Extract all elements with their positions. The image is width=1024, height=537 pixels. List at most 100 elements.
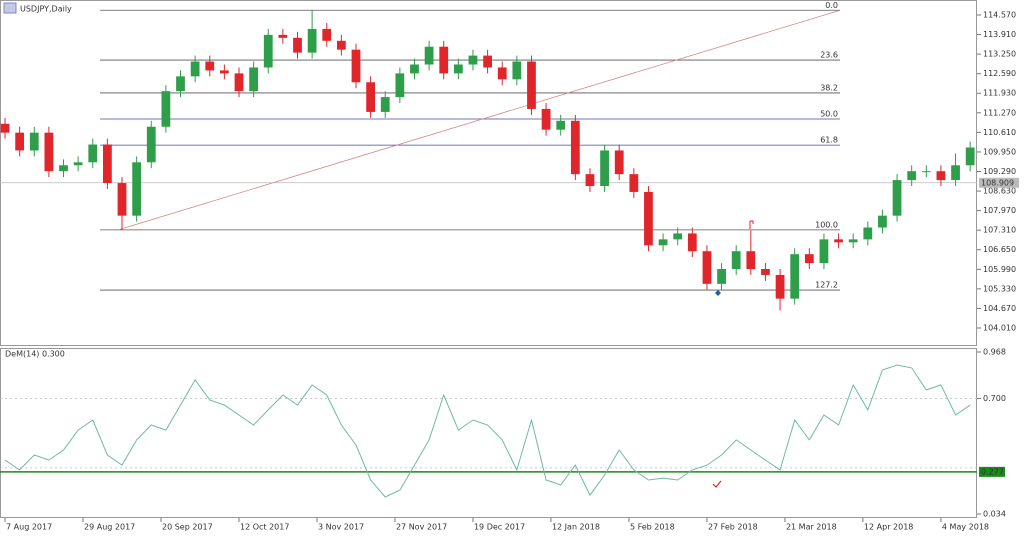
candle-body <box>687 233 697 252</box>
candle-body <box>936 171 946 181</box>
marker-label: 0.277 <box>981 467 1004 476</box>
candle-body <box>263 34 273 68</box>
candle-body <box>541 108 551 130</box>
candle-body <box>673 233 683 240</box>
candle-body <box>190 61 200 77</box>
candle-body <box>951 165 960 181</box>
candle-body <box>439 46 449 74</box>
candle-body <box>614 150 624 175</box>
main-panel <box>0 0 977 346</box>
candle-body <box>644 191 653 246</box>
y-tick-label: 108.630 <box>983 187 1016 196</box>
y-tick-label: 109.290 <box>983 167 1016 176</box>
candle-body <box>410 64 419 74</box>
x-tick-label: 27 Feb 2018 <box>708 523 758 532</box>
x-tick-label: 4 May 2018 <box>942 523 989 532</box>
y-tick-label: 104.010 <box>983 323 1016 332</box>
candle-body <box>761 269 770 275</box>
candle-body <box>336 40 346 50</box>
candle-body <box>746 251 756 270</box>
candle-body <box>249 67 259 92</box>
candle-body <box>819 239 829 264</box>
y-tick-label: 107.310 <box>983 226 1016 235</box>
candle-body <box>132 162 142 216</box>
x-tick-label: 3 Nov 2017 <box>318 523 364 532</box>
candle-body <box>790 254 800 299</box>
candle-body <box>102 144 112 184</box>
y-tick-label: 105.990 <box>983 265 1016 274</box>
x-tick-label: 5 Feb 2018 <box>630 523 675 532</box>
candle-body <box>88 144 98 163</box>
x-tick-label: 21 Mar 2018 <box>786 523 837 532</box>
y-tick-label: 113.910 <box>983 30 1016 39</box>
candle-body <box>848 239 858 243</box>
y-tick-label: 109.950 <box>983 147 1016 156</box>
candle-body <box>351 49 361 83</box>
candle-body <box>161 91 171 127</box>
check-marker <box>712 480 722 488</box>
y-tick-label: 105.330 <box>983 284 1016 293</box>
signal-marker <box>715 290 721 296</box>
fib-label: 23.6 <box>820 51 838 60</box>
y-tick-label: 113.250 <box>983 50 1016 59</box>
fib-label: 61.8 <box>820 136 838 145</box>
y-tick-label: 114.570 <box>983 10 1016 19</box>
candle-body <box>804 254 814 264</box>
fib-label: 0.0 <box>825 1 838 10</box>
candle-body <box>117 183 127 216</box>
candle-body <box>907 171 917 181</box>
x-tick-label: 19 Dec 2017 <box>474 523 525 532</box>
y-tick-label: 107.970 <box>983 206 1016 215</box>
indicator-title: DeM(14) 0.300 <box>5 350 65 359</box>
candle-body <box>892 180 902 216</box>
fib-label: 38.2 <box>820 83 838 92</box>
candle-body <box>29 132 39 151</box>
candle-body <box>497 67 507 80</box>
x-tick-label: 12 Jan 2018 <box>552 523 600 532</box>
candle-body <box>600 150 609 187</box>
last-price-box <box>979 177 1019 188</box>
candle-body <box>921 171 931 173</box>
fib-label: 100.0 <box>815 220 838 229</box>
y-tick-label: 0.034 <box>983 510 1006 519</box>
candle-body <box>44 132 54 172</box>
chart-title: USDJPY,Daily <box>20 5 72 14</box>
y-tick-label: 106.650 <box>983 245 1016 254</box>
candle-body <box>702 251 712 284</box>
candle-body <box>380 97 390 112</box>
candle-body <box>234 73 244 92</box>
candle-body <box>965 147 975 166</box>
y-tick-label: 110.610 <box>983 128 1016 137</box>
symbol-icon <box>3 2 17 14</box>
candle-body <box>73 162 83 166</box>
candle-body <box>731 251 741 270</box>
candle-body <box>629 174 639 192</box>
candle-body <box>219 70 229 74</box>
candle-body <box>0 123 10 133</box>
arrow-marker <box>749 220 754 229</box>
candle-body <box>468 55 478 65</box>
candle-body <box>176 76 185 92</box>
candle-body <box>453 64 463 74</box>
y-tick-label: 104.670 <box>983 304 1016 313</box>
x-tick-label: 29 Aug 2017 <box>84 523 135 532</box>
trend-line <box>117 9 841 231</box>
x-tick-label: 20 Sep 2017 <box>162 523 213 532</box>
candle-body <box>556 120 566 130</box>
candle-body <box>775 274 785 299</box>
candle-body <box>307 28 317 53</box>
x-tick-label: 7 Aug 2017 <box>6 523 52 532</box>
candle-body <box>59 165 68 172</box>
candle-body <box>570 120 580 175</box>
candle-body <box>717 269 726 284</box>
candle-body <box>834 239 843 243</box>
candle-body <box>483 55 492 68</box>
candle-body <box>424 46 434 65</box>
y-tick-label: 0.700 <box>983 394 1006 403</box>
fib-label: 50.0 <box>820 110 838 119</box>
candle-body <box>512 61 522 80</box>
candle-body <box>322 28 332 41</box>
x-tick-label: 27 Nov 2017 <box>396 523 447 532</box>
